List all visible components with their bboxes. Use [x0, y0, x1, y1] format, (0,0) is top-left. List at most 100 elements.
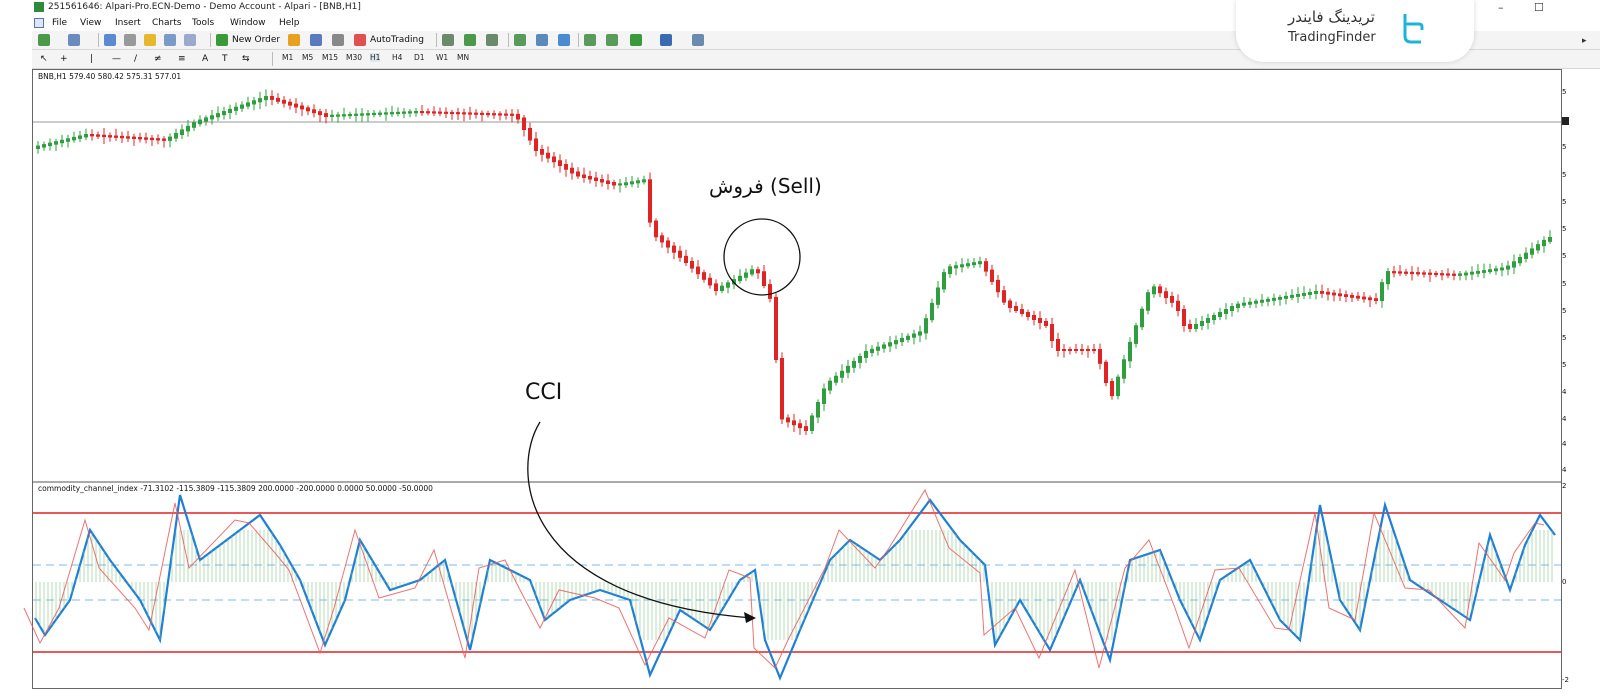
timeframe-w1[interactable]: W1	[436, 53, 449, 62]
candle-body	[990, 269, 994, 282]
maximize-button[interactable]: ☐	[1534, 1, 1544, 14]
new-chart-icon[interactable]	[38, 34, 50, 46]
candle-body	[1470, 271, 1474, 275]
candle-body	[1050, 324, 1054, 341]
menu-tools[interactable]: Tools	[192, 18, 215, 28]
horizontal-line-icon[interactable]: —	[112, 54, 121, 64]
text-icon[interactable]: A	[202, 54, 209, 64]
line-chart-icon[interactable]	[486, 34, 498, 46]
candle-body	[222, 111, 226, 116]
candle-body	[1092, 349, 1096, 351]
candle-body	[636, 180, 640, 184]
candle-body	[666, 240, 670, 248]
candle-body	[1326, 291, 1330, 295]
zoom-out-icon[interactable]	[536, 34, 548, 46]
candle-body	[1110, 381, 1114, 397]
templates-icon[interactable]	[692, 34, 704, 46]
channel-icon[interactable]: ≠	[154, 54, 162, 64]
menu-charts[interactable]: Charts	[152, 18, 182, 28]
timeframe-h4[interactable]: H4	[392, 53, 403, 62]
menu-insert[interactable]: Insert	[115, 18, 141, 28]
terminal-icon[interactable]	[164, 34, 176, 46]
zoom-in-icon[interactable]	[514, 34, 526, 46]
candle-body	[1296, 293, 1300, 297]
timeframe-h1[interactable]: H1	[370, 53, 381, 62]
candle-body	[1140, 308, 1144, 328]
menu-view[interactable]: View	[80, 18, 102, 28]
tile-windows-icon[interactable]	[558, 34, 570, 46]
crosshair-icon[interactable]: +	[60, 54, 68, 64]
trendline-icon[interactable]: /	[134, 54, 138, 64]
scroll-chart-icon[interactable]	[584, 34, 596, 46]
candle-body	[1098, 349, 1102, 364]
profiles-icon[interactable]	[68, 34, 80, 46]
timeframe-mn[interactable]: MN	[457, 53, 470, 62]
candle-body	[1164, 291, 1168, 298]
signals-icon[interactable]	[288, 34, 300, 46]
menu-help[interactable]: Help	[279, 18, 300, 28]
candle-body	[1146, 292, 1150, 311]
candle-body	[522, 117, 526, 130]
axis-label: 5	[1562, 280, 1567, 288]
symbol-info: BNB,H1 579.40 580.42 575.31 577.01	[38, 72, 182, 81]
timeframe-m5[interactable]: M5	[302, 53, 314, 62]
new-order-button[interactable]: New Order	[232, 35, 281, 45]
arrows-icon[interactable]: ⇆	[242, 54, 250, 64]
candle-body	[1206, 318, 1210, 323]
candle-body	[1386, 271, 1390, 285]
market-watch-icon[interactable]	[104, 34, 116, 46]
cursor-icon[interactable]: ↖	[40, 54, 48, 64]
timeframe-m30[interactable]: M30	[346, 53, 363, 62]
autotrading-icon[interactable]	[354, 34, 366, 46]
candle-body	[138, 137, 142, 140]
text-label-icon[interactable]: T	[222, 54, 228, 64]
timeframe-m1[interactable]: M1	[282, 53, 294, 62]
candle-body	[1152, 286, 1156, 295]
fibonacci-icon[interactable]: ≡	[178, 54, 186, 64]
periods-icon[interactable]	[660, 34, 672, 46]
new-order-icon[interactable]	[216, 34, 228, 46]
candle-body	[114, 135, 118, 138]
navigator-icon[interactable]	[144, 34, 156, 46]
candle-body	[162, 138, 166, 141]
autotrading-button[interactable]: AutoTrading	[370, 35, 424, 45]
data-window-icon[interactable]	[124, 34, 136, 46]
chart-shift-icon[interactable]	[606, 34, 618, 46]
candle-body	[390, 112, 394, 115]
candle-body	[1134, 325, 1138, 344]
candle-body	[414, 111, 418, 114]
candle-body	[294, 103, 298, 108]
ind-axis-label: 0	[1562, 578, 1567, 586]
candle-body	[714, 283, 718, 291]
vertical-line-icon[interactable]: |	[90, 54, 94, 64]
candle-body	[198, 119, 202, 125]
timeframe-m15[interactable]: M15	[322, 53, 339, 62]
vps-icon[interactable]	[332, 34, 344, 46]
candle-body	[126, 136, 130, 139]
menu-file[interactable]: File	[52, 18, 68, 28]
candle-body	[1398, 271, 1402, 274]
candle-body	[204, 117, 208, 122]
menu-window[interactable]: Window	[230, 18, 266, 28]
toolbar-scroll-icon[interactable]: ▸	[1582, 36, 1587, 46]
candle-body	[1080, 349, 1084, 351]
candle-body	[1332, 292, 1336, 296]
candle-body	[606, 180, 610, 184]
candle-body	[90, 134, 94, 137]
minimize-button[interactable]: –	[1498, 1, 1504, 14]
timeframe-d1[interactable]: D1	[414, 53, 425, 62]
sell-annotation: فروش (Sell)	[709, 174, 822, 198]
candle-body	[1260, 299, 1264, 303]
indicators-icon[interactable]	[630, 34, 642, 46]
candle-body	[186, 125, 190, 132]
candle-body	[630, 181, 634, 185]
strategy-tester-icon[interactable]	[184, 34, 196, 46]
candle-body	[384, 112, 388, 115]
candle-body	[450, 111, 454, 115]
bar-chart-icon[interactable]	[442, 34, 454, 46]
market-icon[interactable]	[310, 34, 322, 46]
candlestick-icon[interactable]	[464, 34, 476, 46]
candle-body	[1320, 291, 1324, 294]
candle-body	[372, 112, 376, 116]
